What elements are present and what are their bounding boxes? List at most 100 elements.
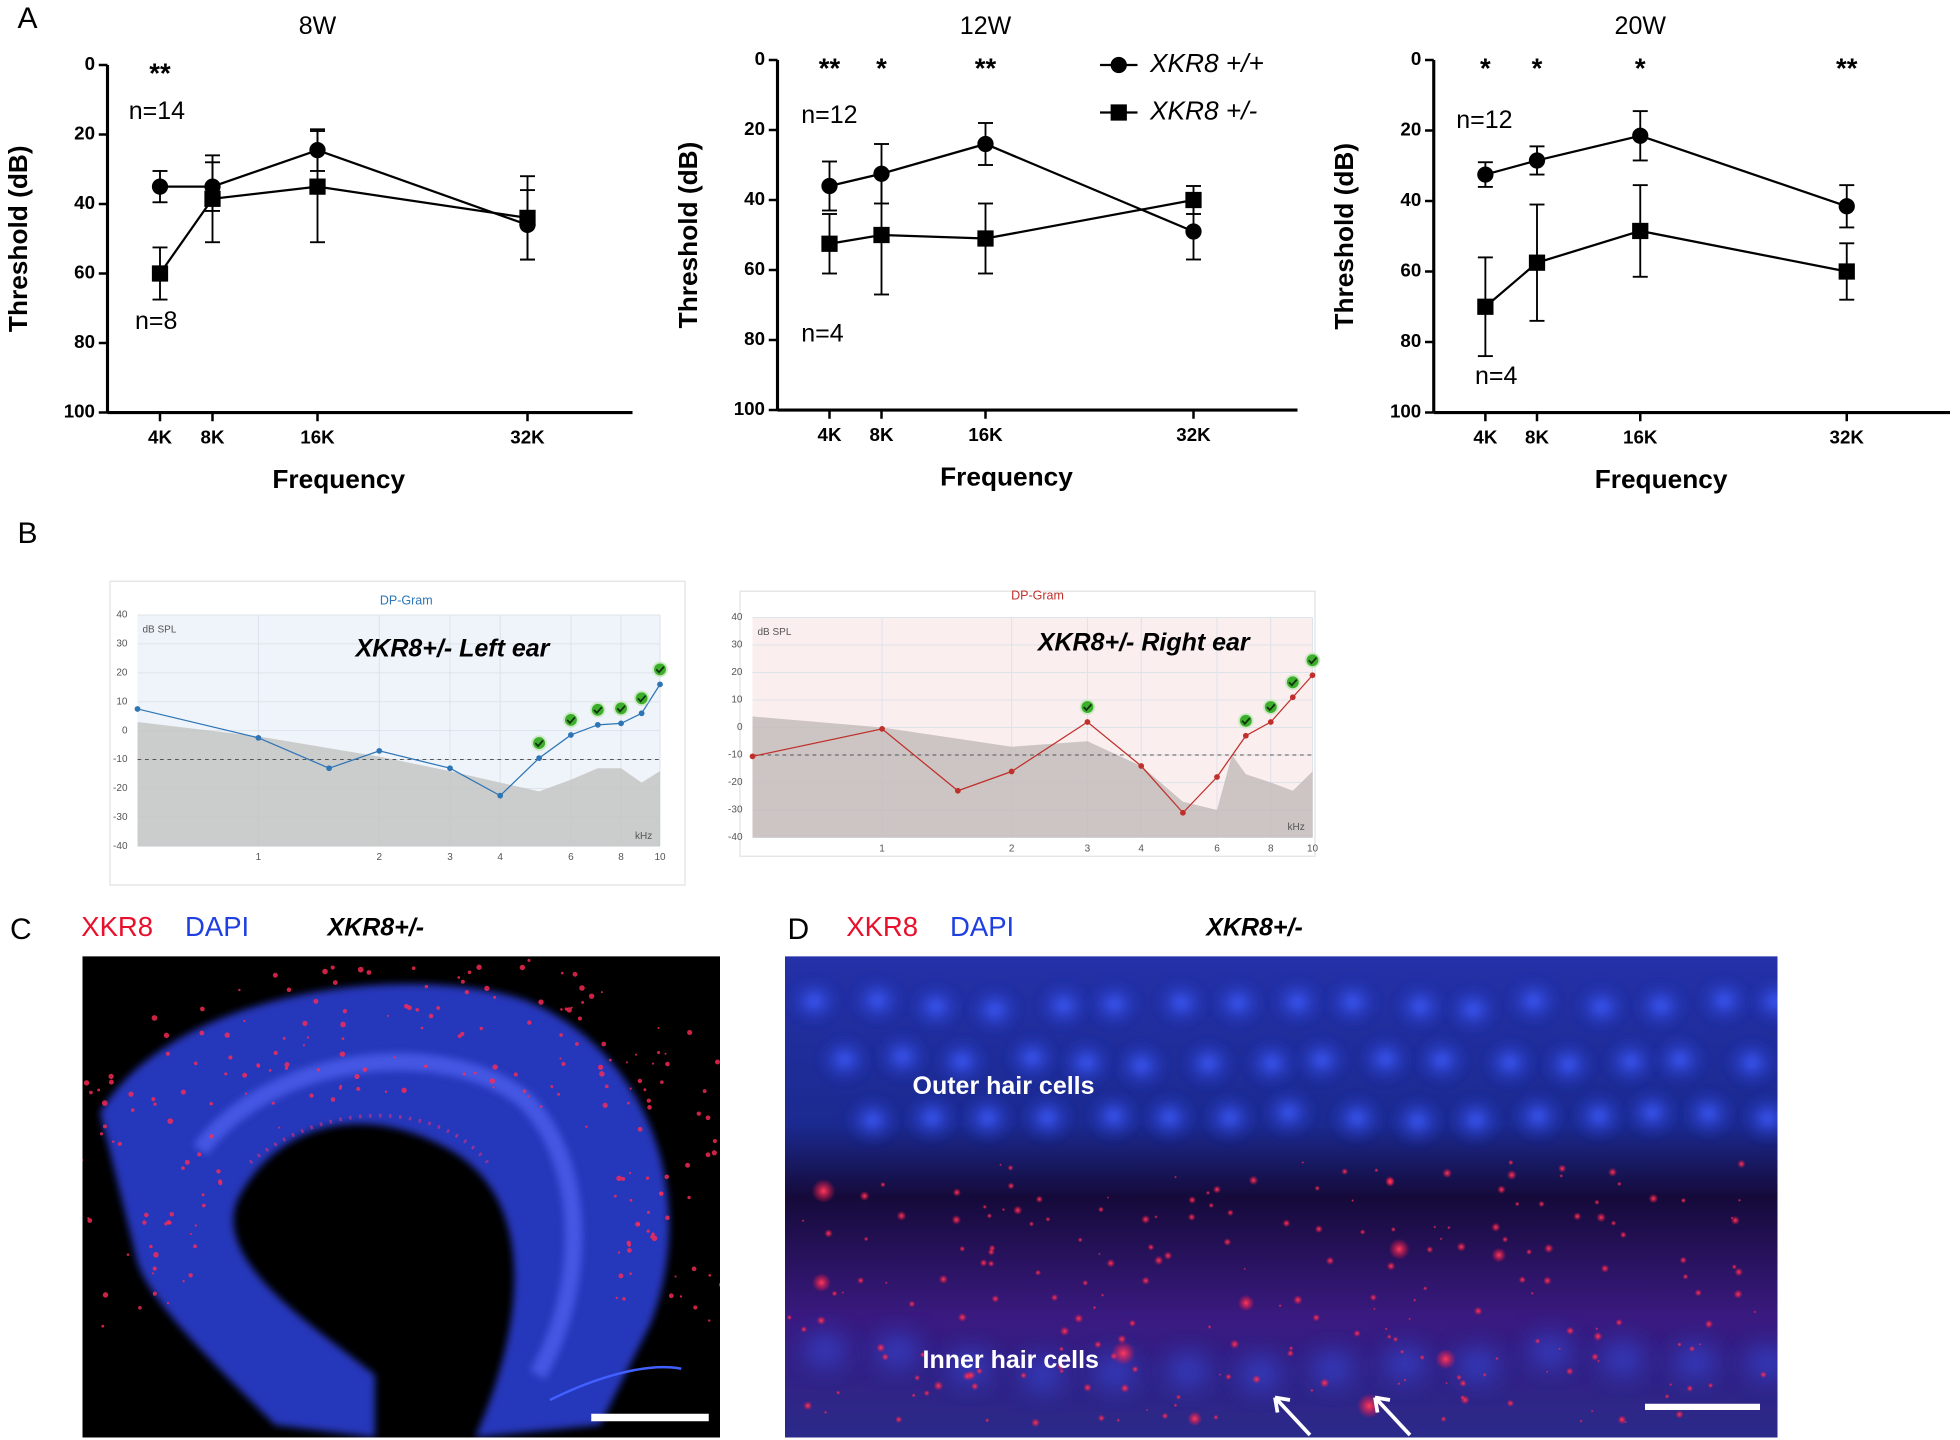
signal-dot	[306, 1036, 310, 1039]
signal-dot	[149, 1244, 153, 1249]
signal-dot	[1759, 1371, 1767, 1379]
signal-dot	[938, 1274, 948, 1284]
signal-dot	[769, 1148, 774, 1153]
marker	[1528, 254, 1546, 271]
marker	[873, 226, 890, 244]
signal-dot	[559, 1033, 563, 1037]
signal-dot	[238, 988, 241, 992]
signal-dot	[1456, 1374, 1462, 1381]
signal-dot	[1608, 1167, 1618, 1177]
signal-dot	[1403, 1378, 1407, 1382]
signal-dot	[1097, 1414, 1106, 1422]
series-line	[160, 148, 528, 226]
signal-dot	[1288, 1345, 1294, 1351]
signal-dot	[657, 1050, 661, 1055]
data-point	[1242, 732, 1249, 739]
signal-dot	[1600, 1264, 1610, 1273]
y-tick-label: -30	[728, 805, 743, 816]
signal-dot	[46, 1340, 49, 1343]
signal-dot	[538, 999, 544, 1005]
y-tick-label: 40	[1400, 189, 1421, 210]
signal-dot	[1385, 1177, 1395, 1187]
pass-check	[563, 712, 579, 728]
signal-dot	[629, 1198, 633, 1202]
signal-dot	[1252, 1374, 1261, 1384]
signal-dot	[702, 1089, 707, 1093]
signal-dot	[272, 972, 278, 978]
signal-dot	[1495, 1356, 1499, 1361]
signal-dot	[28, 1331, 31, 1334]
signal-dot	[209, 1134, 214, 1139]
nucleus	[1241, 1035, 1302, 1091]
signal-dot	[602, 1102, 608, 1108]
signal-dot	[1319, 1378, 1330, 1388]
signal-dot	[1243, 1267, 1247, 1271]
signal-dot	[1534, 1338, 1541, 1345]
x-tick-label: 3	[1085, 843, 1091, 854]
nucleus	[1779, 1037, 1839, 1092]
signal-dot	[83, 1080, 90, 1086]
nucleus	[842, 1092, 903, 1148]
signal-dot	[951, 1214, 962, 1225]
signal-dot	[1669, 1382, 1673, 1387]
data-point	[749, 753, 756, 760]
signal-dot	[415, 1007, 420, 1012]
signal-dot	[1596, 1212, 1606, 1223]
signal-dot	[970, 1382, 979, 1391]
marker	[977, 135, 994, 153]
data-point	[447, 765, 453, 772]
signal-dot	[691, 1266, 697, 1272]
pass-check	[1284, 674, 1301, 691]
signal-dot	[143, 1212, 149, 1218]
signal-dot	[824, 1229, 833, 1238]
signal-dot	[743, 1301, 746, 1304]
marker	[1838, 263, 1855, 280]
data-point	[536, 755, 542, 761]
signal-dot	[467, 970, 472, 975]
marker	[977, 230, 994, 247]
signal-dot	[1426, 1246, 1434, 1254]
signal-dot	[330, 1097, 336, 1102]
y-tick-label: 30	[116, 639, 128, 650]
signal-dot	[1208, 1202, 1214, 1209]
signal-dot	[687, 1029, 693, 1036]
panel-label: D	[788, 913, 810, 946]
y-unit: dB SPL	[143, 625, 177, 636]
nucleus	[1017, 1090, 1078, 1146]
signal-dot	[1698, 1342, 1702, 1346]
pass-check	[531, 735, 547, 751]
nucleus	[785, 973, 845, 1029]
signal-dot	[1737, 1198, 1742, 1202]
y-tick-label: 80	[1400, 330, 1421, 351]
x-tick-label: 8	[1268, 843, 1274, 854]
signal-dot	[646, 1210, 651, 1214]
signal-dot	[61, 1288, 64, 1291]
y-tick-label: 20	[744, 118, 765, 139]
x-tick-label: 6	[1214, 843, 1220, 854]
y-tick-label: 40	[74, 192, 95, 213]
y-tick-label: 20	[1400, 118, 1421, 139]
signal-dot	[193, 1061, 198, 1066]
signal-dot	[1369, 1293, 1377, 1302]
signal-dot	[560, 1008, 563, 1011]
chart-title: 8W	[299, 12, 337, 40]
genotype-label: XKR8+/-	[326, 913, 425, 941]
signal-dot	[1205, 1190, 1211, 1196]
signal-dot	[722, 1147, 726, 1151]
signal-dot	[1543, 1243, 1554, 1254]
signal-dot	[665, 1215, 670, 1221]
signal-dot	[142, 1220, 147, 1225]
signal-dot	[1187, 1411, 1203, 1427]
signal-dot	[58, 1280, 63, 1285]
nucleus	[1722, 1035, 1778, 1091]
signal-dot	[1506, 1169, 1517, 1180]
signal-dot	[664, 1174, 670, 1180]
nucleus	[1745, 974, 1778, 1030]
signal-dot	[1514, 1201, 1520, 1207]
signal-dot	[1579, 1419, 1583, 1423]
significance-label: **	[975, 52, 997, 83]
signal-dot	[424, 1064, 428, 1069]
x-tick-label: 8K	[870, 424, 894, 445]
signal-dot	[342, 1009, 348, 1014]
signal-dot	[659, 1191, 664, 1197]
